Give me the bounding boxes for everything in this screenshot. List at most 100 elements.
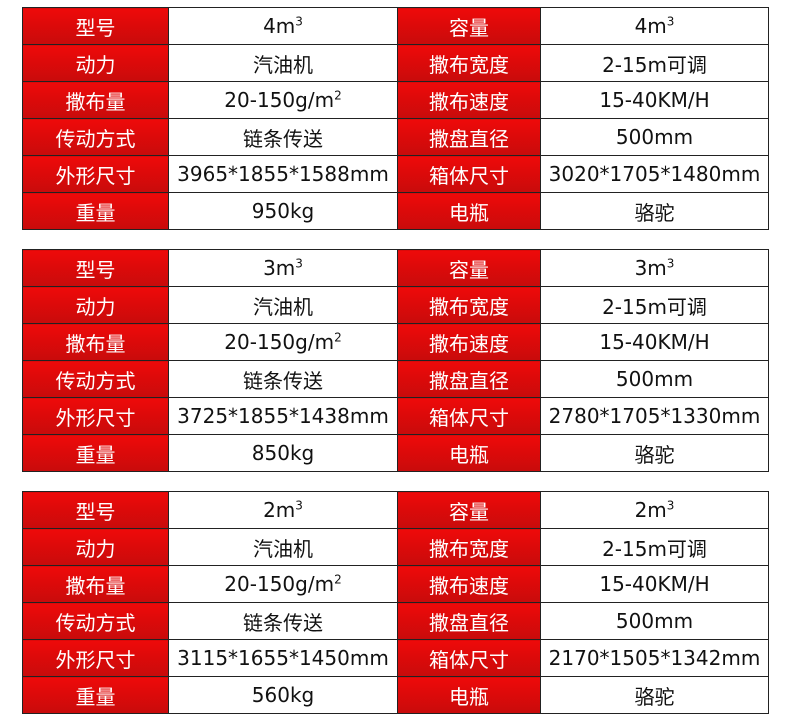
label-battery: 电瓶 — [397, 434, 541, 472]
value-text: 4m — [263, 14, 296, 38]
value-capacity: 4m3 — [540, 7, 769, 45]
label-spread-speed: 撒布速度 — [397, 323, 541, 361]
table-row: 撒布量 20-150g/m2 撒布速度 15-40KM/H — [22, 323, 769, 361]
table-row: 动力 汽油机 撒布宽度 2-15m可调 — [22, 286, 769, 324]
label-power: 动力 — [22, 528, 169, 566]
value-text: 20-150g/m — [224, 330, 335, 354]
value-text: 2-15m可调 — [602, 52, 707, 77]
value-weight: 560kg — [168, 676, 398, 714]
label-battery: 电瓶 — [397, 676, 541, 714]
value-text: 汽油机 — [253, 294, 313, 319]
value-text: 2-15m可调 — [602, 294, 707, 319]
label-disc-diameter: 撒盘直径 — [397, 360, 541, 398]
label-dimensions: 外形尺寸 — [22, 639, 169, 677]
label-power: 动力 — [22, 286, 169, 324]
superscript: 3 — [666, 14, 675, 29]
label-spread-width: 撒布宽度 — [397, 528, 541, 566]
value-box-size: 2170*1505*1342mm — [540, 639, 769, 677]
value-text: 骆驼 — [634, 684, 675, 709]
label-disc-diameter: 撒盘直径 — [397, 602, 541, 640]
value-box-size: 3020*1705*1480mm — [540, 155, 769, 193]
value-spread-speed: 15-40KM/H — [540, 81, 769, 119]
superscript: 3 — [666, 498, 675, 513]
value-text: 骆驼 — [634, 442, 675, 467]
value-model: 4m3 — [168, 7, 398, 45]
value-text: 500mm — [615, 125, 694, 149]
label-box-size: 箱体尺寸 — [397, 639, 541, 677]
value-spread-amount: 20-150g/m2 — [168, 81, 398, 119]
table-row: 撒布量 20-150g/m2 撒布速度 15-40KM/H — [22, 565, 769, 603]
value-text: 20-150g/m — [224, 88, 335, 112]
value-weight: 850kg — [168, 434, 398, 472]
value-text: 汽油机 — [253, 52, 313, 77]
value-text: 链条传送 — [243, 126, 323, 151]
value-box-size: 2780*1705*1330mm — [540, 397, 769, 435]
table-row: 外形尺寸 3725*1855*1438mm 箱体尺寸 2780*1705*1330mm — [22, 397, 769, 435]
label-transmission: 传动方式 — [22, 118, 169, 156]
value-dimensions: 3725*1855*1438mm — [168, 397, 398, 435]
table-row: 外形尺寸 3965*1855*1588mm 箱体尺寸 3020*1705*1480mm — [22, 155, 769, 193]
value-text: 3020*1705*1480mm — [548, 162, 761, 186]
value-text: 2780*1705*1330mm — [548, 404, 761, 428]
value-text: 15-40KM/H — [599, 572, 710, 596]
label-weight: 重量 — [22, 192, 169, 230]
table-row: 传动方式 链条传送 撒盘直径 500mm — [22, 118, 769, 156]
value-text: 950kg — [251, 199, 315, 223]
label-box-size: 箱体尺寸 — [397, 397, 541, 435]
value-text: 3725*1855*1438mm — [177, 404, 389, 428]
value-text: 850kg — [251, 441, 315, 465]
table-row: 重量 560kg 电瓶 骆驼 — [22, 676, 769, 714]
superscript: 2 — [334, 330, 342, 345]
superscript: 3 — [295, 14, 303, 29]
label-spread-amount: 撒布量 — [22, 81, 169, 119]
value-model: 3m3 — [168, 249, 398, 287]
value-spread-amount: 20-150g/m2 — [168, 323, 398, 361]
label-spread-amount: 撒布量 — [22, 565, 169, 603]
label-box-size: 箱体尺寸 — [397, 155, 541, 193]
value-text: 3965*1855*1588mm — [177, 162, 389, 186]
value-model: 2m3 — [168, 491, 398, 529]
label-spread-width: 撒布宽度 — [397, 286, 541, 324]
table-row: 传动方式 链条传送 撒盘直径 500mm — [22, 360, 769, 398]
table-row: 外形尺寸 3115*1655*1450mm 箱体尺寸 2170*1505*1342mm — [22, 639, 769, 677]
table-row: 型号 3m3 容量 3m3 — [22, 249, 769, 287]
value-transmission: 链条传送 — [168, 602, 398, 640]
value-text: 4m — [634, 14, 667, 38]
label-weight: 重量 — [22, 434, 169, 472]
value-text: 汽油机 — [253, 536, 313, 561]
value-capacity: 3m3 — [540, 249, 769, 287]
spec-table: 型号 2m3 容量 2m3 动力 汽油机 撒布宽度 2-15m可调 撒布量 20-150g/m2 撒… — [22, 491, 769, 714]
value-weight: 950kg — [168, 192, 398, 230]
value-disc-diameter: 500mm — [540, 118, 769, 156]
table-row: 传动方式 链条传送 撒盘直径 500mm — [22, 602, 769, 640]
value-disc-diameter: 500mm — [540, 602, 769, 640]
label-capacity: 容量 — [397, 491, 541, 529]
label-power: 动力 — [22, 44, 169, 82]
value-spread-amount: 20-150g/m2 — [168, 565, 398, 603]
label-capacity: 容量 — [397, 7, 541, 45]
value-battery: 骆驼 — [540, 434, 769, 472]
value-battery: 骆驼 — [540, 192, 769, 230]
value-transmission: 链条传送 — [168, 360, 398, 398]
value-battery: 骆驼 — [540, 676, 769, 714]
label-spread-speed: 撒布速度 — [397, 81, 541, 119]
value-power: 汽油机 — [168, 44, 398, 82]
value-power: 汽油机 — [168, 286, 398, 324]
value-text: 3115*1655*1450mm — [177, 646, 389, 670]
table-row: 重量 950kg 电瓶 骆驼 — [22, 192, 769, 230]
table-row: 型号 4m3 容量 4m3 — [22, 7, 769, 45]
value-spread-speed: 15-40KM/H — [540, 323, 769, 361]
label-dimensions: 外形尺寸 — [22, 155, 169, 193]
value-text: 链条传送 — [243, 368, 323, 393]
value-text: 15-40KM/H — [599, 88, 710, 112]
label-dimensions: 外形尺寸 — [22, 397, 169, 435]
value-text: 骆驼 — [634, 200, 675, 225]
value-dimensions: 3115*1655*1450mm — [168, 639, 398, 677]
table-row: 重量 850kg 电瓶 骆驼 — [22, 434, 769, 472]
label-disc-diameter: 撒盘直径 — [397, 118, 541, 156]
value-spread-width: 2-15m可调 — [540, 528, 769, 566]
label-capacity: 容量 — [397, 249, 541, 287]
spec-table: 型号 3m3 容量 3m3 动力 汽油机 撒布宽度 2-15m可调 撒布量 20-150g/m2 撒… — [22, 249, 769, 472]
value-power: 汽油机 — [168, 528, 398, 566]
label-spread-amount: 撒布量 — [22, 323, 169, 361]
